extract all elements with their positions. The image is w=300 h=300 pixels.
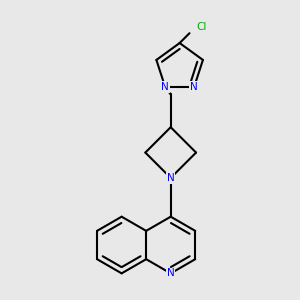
Text: Cl: Cl [196,22,206,32]
Text: N: N [167,268,175,278]
Text: N: N [190,82,198,92]
Text: N: N [161,82,169,92]
Text: N: N [167,173,175,183]
